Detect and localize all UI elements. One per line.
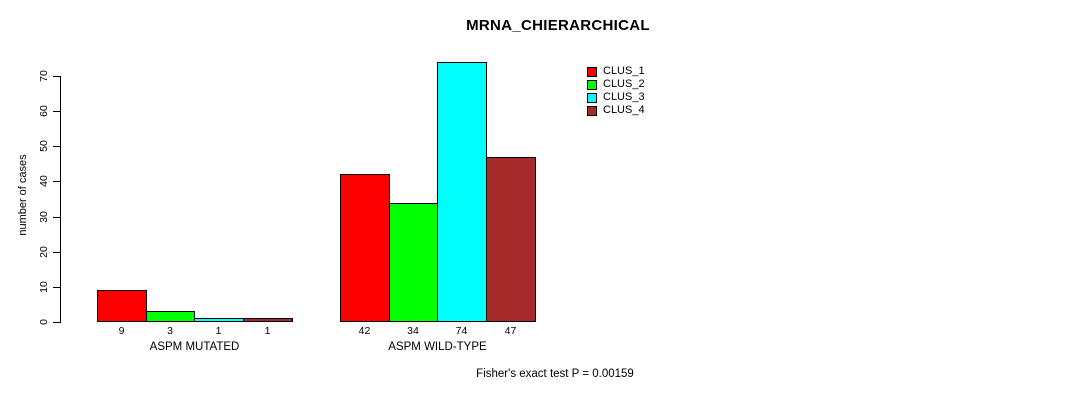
bar-clus_4-aspm-wild-type: [486, 157, 536, 322]
y-tick-mark: [53, 217, 60, 218]
legend-swatch-clus_3: [587, 93, 597, 103]
y-tick-mark: [53, 322, 60, 323]
y-tick-label: 30: [38, 211, 50, 223]
y-tick-mark: [53, 181, 60, 182]
bar-clus_4-aspm-mutated: [243, 318, 293, 322]
y-tick-label: 70: [38, 70, 50, 82]
y-tick-label: 20: [38, 246, 50, 258]
bar-value-label: 42: [358, 325, 371, 337]
bar-value-label: 1: [215, 325, 222, 337]
bar-value-label: 3: [167, 325, 173, 337]
bar-value-label: 1: [264, 325, 271, 337]
legend-swatch-clus_1: [587, 67, 597, 77]
bar-value-label: 34: [407, 325, 419, 337]
bar-clus_2-aspm-wild-type: [389, 203, 438, 322]
legend-label-clus_2: CLUS_2: [603, 78, 645, 90]
y-tick-mark: [53, 146, 60, 147]
legend-swatch-clus_4: [587, 106, 597, 116]
y-tick-mark: [53, 287, 60, 288]
y-tick-mark: [53, 111, 60, 112]
y-axis-label: number of cases: [17, 154, 29, 236]
bar-clus_3-aspm-mutated: [194, 318, 244, 322]
legend-label-clus_1: CLUS_1: [603, 65, 645, 77]
legend-swatch-clus_2: [587, 80, 597, 90]
bar-value-label: 9: [118, 325, 125, 337]
legend-label-clus_3: CLUS_3: [603, 91, 645, 103]
y-tick-mark: [53, 76, 60, 77]
bar-value-label: 74: [455, 325, 468, 337]
y-tick-label: 50: [38, 140, 50, 152]
bar-clus_3-aspm-wild-type: [437, 62, 487, 322]
y-tick-label: 40: [38, 175, 50, 187]
bar-clus_1-aspm-wild-type: [340, 174, 390, 322]
bar-clus_1-aspm-mutated: [97, 290, 147, 322]
category-label-1: ASPM MUTATED: [149, 341, 240, 353]
annotation-fisher-test: Fisher's exact test P = 0.00159: [476, 368, 634, 380]
category-label-2: ASPM WILD-TYPE: [388, 341, 487, 353]
bar-value-label: 47: [504, 325, 517, 337]
bar-clus_2-aspm-mutated: [146, 311, 195, 322]
y-axis-line: [60, 76, 61, 323]
y-tick-mark: [53, 252, 60, 253]
chart-title: MRNA_CHIERARCHICAL: [466, 17, 650, 34]
y-tick-label: 0: [38, 319, 50, 325]
legend-label-clus_4: CLUS_4: [603, 104, 645, 116]
y-tick-label: 10: [38, 281, 50, 293]
y-tick-label: 60: [38, 105, 50, 117]
